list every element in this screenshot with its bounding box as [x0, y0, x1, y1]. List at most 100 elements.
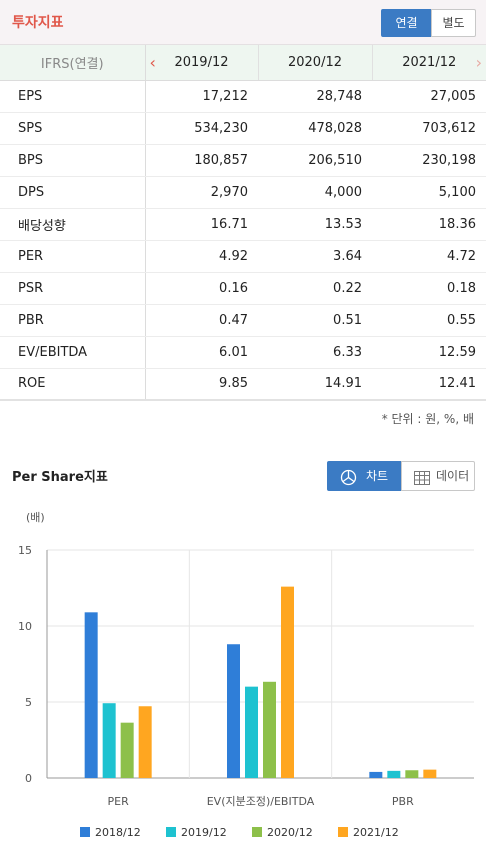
table-cell: 12.41	[372, 368, 486, 401]
table-cell: 0.22	[258, 272, 372, 305]
table-cell: 4.72	[372, 240, 486, 273]
bar-2020-12	[120, 722, 134, 778]
per-share-title: Per Share지표	[12, 470, 108, 485]
table-row: PER 4.92 3.64 4.72	[0, 240, 486, 273]
data-tab-label: 데이터	[436, 469, 470, 483]
table-label-header: IFRS(연결)	[0, 45, 146, 81]
table-row: PBR 0.47 0.51 0.55	[0, 304, 486, 337]
chart-icon	[340, 468, 357, 496]
table-header-row: IFRS(연결) ‹ 2019/12 2020/12 2021/12 ›	[0, 45, 486, 81]
legend-label: 2018/12	[95, 826, 141, 839]
table-cell: 0.55	[372, 304, 486, 337]
y-tick-label: 15	[18, 544, 32, 557]
table-cell: 5,100	[372, 176, 486, 209]
metric-label: BPS	[0, 144, 146, 177]
y-tick-label: 10	[18, 620, 32, 633]
bar-2019-12	[102, 703, 116, 778]
data-tab[interactable]: 데이터	[401, 461, 475, 491]
table-cell: 18.36	[372, 208, 486, 241]
table-cell: 27,005	[372, 80, 486, 113]
table-cell: 9.85	[145, 368, 258, 401]
bar-2021-12	[138, 706, 152, 778]
table-cell: 28,748	[258, 80, 372, 113]
table-cell: 16.71	[145, 208, 258, 241]
bar-2019-12	[245, 686, 258, 778]
legend-swatch	[166, 827, 176, 837]
table-cell: 14.91	[258, 368, 372, 401]
bar-2020-12	[263, 681, 276, 778]
table-cell: 534,230	[145, 112, 258, 145]
metric-label: PSR	[0, 272, 146, 305]
per-share-bar-chart: (배) 0 5 10 15 PER EV(지분조정)/EBITDA PBR 2018/12…	[18, 511, 474, 839]
table-cell: 6.01	[145, 336, 258, 369]
table-cell: 703,612	[372, 112, 486, 145]
metric-label: EV/EBITDA	[0, 336, 146, 369]
table-row: SPS 534,230 478,028 703,612	[0, 112, 486, 145]
year-header-label: 2021/12	[402, 54, 457, 70]
table-cell: 3.64	[258, 240, 372, 273]
year-header: ‹ 2019/12	[145, 45, 259, 81]
legend-swatch	[80, 827, 90, 837]
bar-2020-12	[405, 770, 419, 778]
x-category-label: PER	[108, 795, 130, 808]
legend-swatch	[252, 827, 262, 837]
table-cell: 206,510	[258, 144, 372, 177]
table-cell: 2,970	[145, 176, 258, 209]
table-cell: 230,198	[372, 144, 486, 177]
bar-2021-12	[423, 769, 437, 778]
table-row: DPS 2,970 4,000 5,100	[0, 176, 486, 209]
table-cell: 4,000	[258, 176, 372, 209]
prev-period-arrow-icon[interactable]: ‹	[149, 53, 156, 72]
header-bar: 투자지표 연결 별도	[0, 0, 486, 45]
table-row: BPS 180,857 206,510 230,198	[0, 144, 486, 177]
table-row: EV/EBITDA 6.01 6.33 12.59	[0, 336, 486, 369]
metric-label: PBR	[0, 304, 146, 337]
unit-note: * 단위 : 원, %, 배	[381, 412, 474, 426]
table-cell: 17,212	[145, 80, 258, 113]
table-row: PSR 0.16 0.22 0.18	[0, 272, 486, 305]
bar-2018-12	[84, 612, 98, 778]
table-row: 배당성향 16.71 13.53 18.36	[0, 208, 486, 241]
table-cell: 0.51	[258, 304, 372, 337]
consolidated-toggle[interactable]: 연결	[381, 9, 432, 37]
year-header-label: 2019/12	[174, 54, 229, 70]
metric-label: 배당성향	[0, 208, 146, 241]
table-cell: 478,028	[258, 112, 372, 145]
table-cell: 6.33	[258, 336, 372, 369]
chart-tab-label: 차트	[366, 469, 389, 483]
metric-label: DPS	[0, 176, 146, 209]
table-cell: 13.53	[258, 208, 372, 241]
table-row: ROE 9.85 14.91 12.41	[0, 368, 486, 401]
year-header: 2021/12 ›	[372, 45, 486, 81]
legend-label: 2021/12	[353, 826, 399, 839]
legend-label: 2019/12	[181, 826, 227, 839]
bar-2018-12	[369, 771, 383, 778]
next-period-arrow-icon[interactable]: ›	[475, 53, 482, 72]
y-tick-label: 0	[25, 772, 32, 785]
y-axis-unit-label: (배)	[26, 511, 45, 524]
metric-label: PER	[0, 240, 146, 273]
year-header: 2020/12	[258, 45, 373, 81]
x-category-label: PBR	[392, 795, 414, 808]
legend-swatch	[338, 827, 348, 837]
metric-label: ROE	[0, 368, 146, 401]
table-cell: 0.47	[145, 304, 258, 337]
year-header-label: 2020/12	[287, 54, 342, 70]
table-cell: 12.59	[372, 336, 486, 369]
separate-toggle[interactable]: 별도	[431, 9, 476, 37]
table-grid-icon	[414, 468, 430, 496]
legend-label: 2020/12	[267, 826, 313, 839]
table-row: EPS 17,212 28,748 27,005	[0, 80, 486, 113]
x-category-label: EV(지분조정)/EBITDA	[207, 795, 315, 808]
indicator-table: IFRS(연결) ‹ 2019/12 2020/12 2021/12 › EPS…	[0, 45, 486, 401]
bar-2018-12	[227, 644, 240, 778]
metric-label: SPS	[0, 112, 146, 145]
section-title: 투자지표	[12, 15, 64, 31]
table-cell: 0.16	[145, 272, 258, 305]
chart-tab[interactable]: 차트	[327, 461, 402, 491]
table-cell: 4.92	[145, 240, 258, 273]
table-cell: 180,857	[145, 144, 258, 177]
table-cell: 0.18	[372, 272, 486, 305]
metric-label: EPS	[0, 80, 146, 113]
y-tick-label: 5	[25, 696, 32, 709]
